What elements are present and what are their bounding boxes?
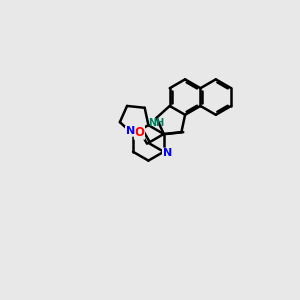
- Text: NH: NH: [148, 118, 165, 128]
- Text: O: O: [134, 126, 144, 139]
- Text: N: N: [163, 148, 172, 158]
- Text: N: N: [125, 126, 135, 136]
